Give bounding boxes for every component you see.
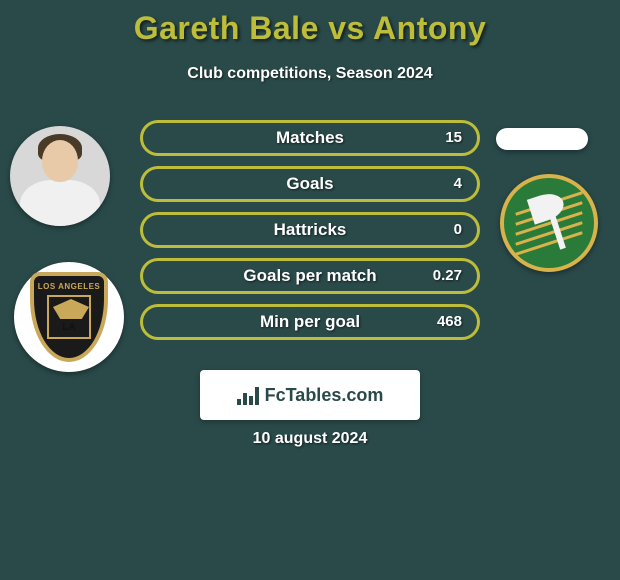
- lafc-shield-icon: LOS ANGELES LA: [30, 272, 108, 362]
- stat-label: Matches: [140, 120, 480, 156]
- stat-value: 468: [437, 304, 462, 340]
- axe-icon: [522, 192, 576, 254]
- stat-label: Min per goal: [140, 304, 480, 340]
- subtitle: Club competitions, Season 2024: [0, 65, 620, 83]
- club-badge-left: LOS ANGELES LA: [14, 262, 124, 372]
- shield-inner: LA: [47, 295, 91, 339]
- stat-value: 0: [454, 212, 462, 248]
- date-text: 10 august 2024: [0, 430, 620, 448]
- stat-label: Hattricks: [140, 212, 480, 248]
- timbers-axe-icon: [514, 188, 584, 258]
- wing-icon: [53, 299, 89, 319]
- stat-value: 15: [445, 120, 462, 156]
- stat-label: Goals per match: [140, 258, 480, 294]
- club-badge-right: [500, 174, 598, 272]
- page-title: Gareth Bale vs Antony: [0, 0, 620, 47]
- brand-text: FcTables.com: [265, 385, 384, 406]
- stat-value: 4: [454, 166, 462, 202]
- stat-value: 0.27: [433, 258, 462, 294]
- stat-label: Goals: [140, 166, 480, 202]
- shield-bottom-text: LA: [49, 322, 89, 333]
- photo-head: [42, 140, 78, 182]
- photo-shoulders: [20, 180, 100, 226]
- shield-top-text: LOS ANGELES: [38, 282, 101, 291]
- player-pill-right: [496, 128, 588, 150]
- bar-chart-icon: [237, 385, 259, 405]
- player-photo-left: [10, 126, 110, 226]
- brand-box: FcTables.com: [200, 370, 420, 420]
